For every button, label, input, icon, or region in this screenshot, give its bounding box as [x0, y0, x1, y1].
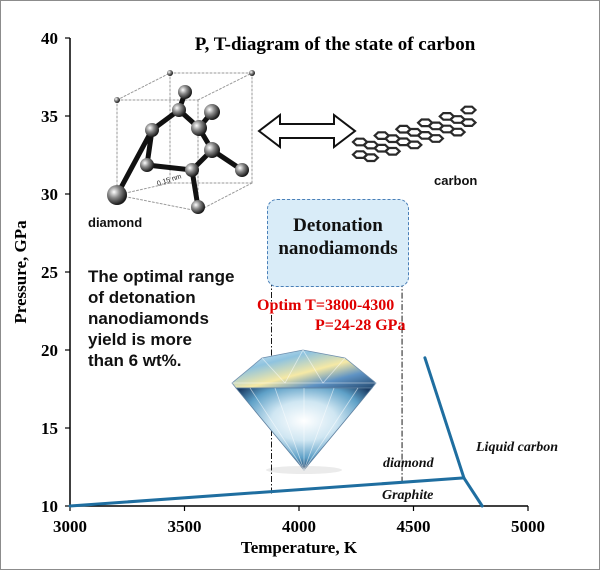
x-tick-label: 3500 [168, 517, 202, 536]
phase-boundaries [68, 356, 484, 508]
optim-temperature-label: Optim T=3800-4300 [257, 297, 395, 314]
x-axis-label: Temperature, K [241, 538, 358, 557]
box-line-1: Detonation [293, 215, 383, 236]
diamond-caption: diamond [88, 215, 142, 230]
carbon-caption: carbon [434, 173, 477, 188]
graphene-hexagon [459, 105, 478, 115]
x-tick-label: 3000 [53, 517, 87, 536]
note-line-4: yield is more [88, 330, 192, 349]
graphene-hexagon [383, 146, 402, 156]
region-graphite: Graphite [382, 488, 433, 503]
chart-title: P, T-diagram of the state of carbon [195, 34, 476, 55]
detonation-nanodiamonds-box: Detonation nanodiamonds [267, 199, 409, 287]
yield-note: The optimal range of detonation nanodiam… [88, 266, 278, 371]
y-tick-label: 15 [41, 419, 58, 438]
note-line-2: of detonation [88, 288, 196, 307]
box-line-2: nanodiamonds [278, 238, 398, 259]
region-diamond: diamond [383, 456, 435, 471]
y-tick-label: 35 [41, 107, 58, 126]
cut-diamond-gem [231, 349, 377, 474]
graphene-hexagon [362, 153, 380, 163]
y-tick-label: 40 [41, 29, 58, 48]
note-line-1: The optimal range [88, 267, 235, 286]
optim-pressure-label: P=24-28 GPa [315, 317, 406, 334]
y-tick-label: 10 [41, 497, 58, 516]
region-liquid-carbon: Liquid carbon [475, 440, 558, 455]
y-axis-label: Pressure, GPa [11, 220, 30, 324]
x-tick-label: 5000 [511, 517, 545, 536]
y-tick-label: 25 [41, 263, 58, 282]
graphene-sheet [351, 105, 478, 163]
scale-label: 0.15 nm [156, 173, 182, 188]
y-tick-label: 30 [41, 185, 58, 204]
note-line-5: than 6 wt%. [88, 351, 182, 370]
x-tick-label: 4500 [397, 517, 431, 536]
graphene-hexagon [427, 134, 445, 143]
x-tick-label: 4000 [282, 517, 316, 536]
phase-boundary-graphite-liquid [462, 476, 484, 508]
diamond-crystal-lattice: 0.15 nm [107, 70, 255, 214]
note-line-3: nanodiamonds [88, 309, 209, 328]
phase-boundary-diamond-liquid [423, 356, 466, 480]
phase-boundary-graphite-diamond [68, 476, 466, 508]
graphene-hexagon [405, 140, 423, 150]
graphene-hexagon [448, 127, 467, 137]
ticks: 3000 3500 4000 4500 5000 10 15 20 25 30 35 40 [41, 29, 545, 536]
graphene-hexagon [459, 118, 478, 127]
y-tick-label: 20 [41, 341, 58, 360]
double-arrow-icon [257, 112, 357, 150]
